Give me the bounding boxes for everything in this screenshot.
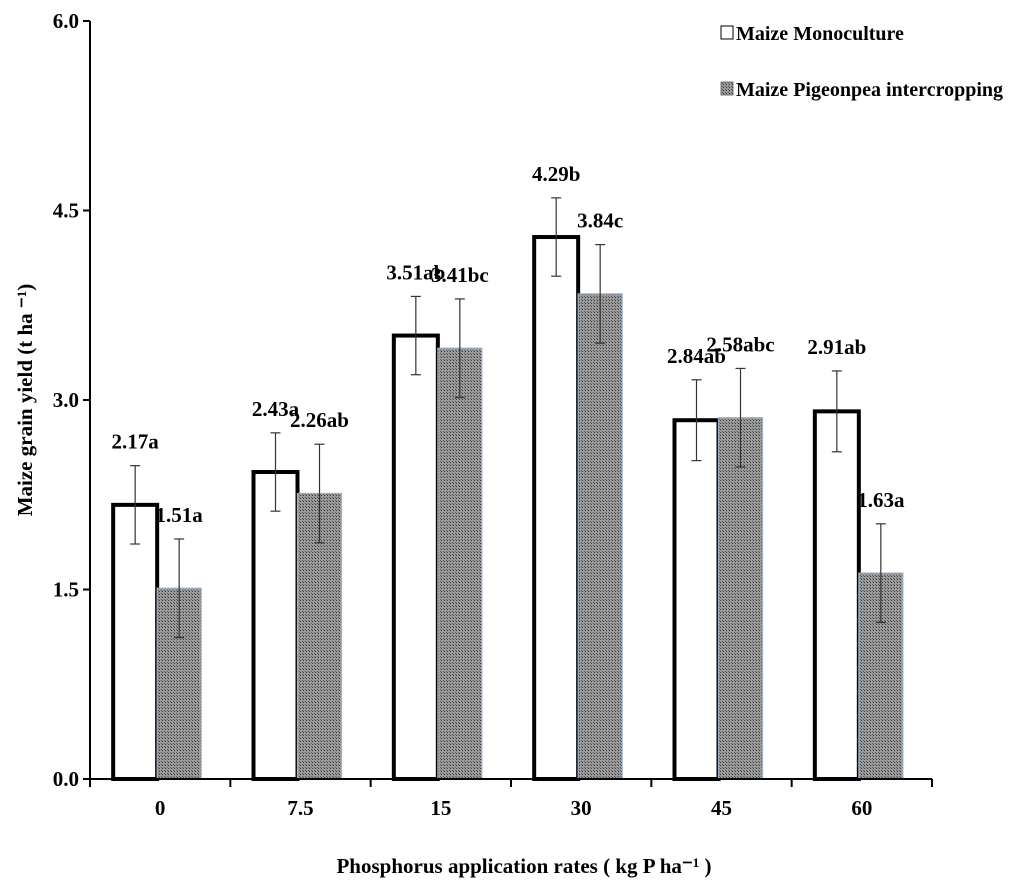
- error-bar: [735, 367, 746, 468]
- error-bar: [831, 370, 842, 453]
- data-label: 3.84c: [577, 209, 623, 233]
- error-bar: [270, 432, 281, 512]
- x-axis-ticks: 0 7.5 15 30 45 60: [89, 779, 933, 820]
- error-bar: [595, 244, 606, 344]
- legend-swatch-intercropping: [720, 81, 734, 96]
- legend: Maize Monoculture Maize Pigeonpea intercr…: [720, 23, 1003, 101]
- bar-intercropping: [437, 347, 483, 780]
- error-bar: [410, 295, 421, 376]
- bar-monoculture: [391, 333, 440, 781]
- bar-monoculture: [532, 235, 581, 781]
- x-tick-label: 30: [571, 796, 592, 820]
- data-label: 4.29b: [532, 162, 580, 186]
- bar-monoculture: [672, 418, 721, 781]
- data-label: 3.41bc: [431, 263, 489, 287]
- plot-area: 2.17a 2.43a 3.51ab 4.29b 2.84ab 2.91ab 1.51a 2.…: [111, 162, 905, 781]
- x-tick-label: 7.5: [287, 796, 313, 820]
- data-label: 3.51ab: [386, 260, 445, 284]
- bar-monoculture: [111, 502, 160, 781]
- y-tick-label: 0.0: [53, 767, 79, 791]
- error-bar: [454, 298, 465, 399]
- data-label: 2.58abc: [706, 332, 774, 356]
- legend-label: Maize Monoculture: [736, 23, 904, 45]
- bar-intercropping: [717, 417, 764, 780]
- error-bar: [551, 197, 562, 277]
- x-tick-label: 15: [430, 796, 451, 820]
- x-tick-label: 45: [711, 796, 732, 820]
- y-axis-ticks: 0.0 1.5 3.0 4.5 6.0: [53, 9, 90, 791]
- bar-monoculture: [812, 409, 861, 781]
- data-label: 2.43a: [252, 397, 300, 421]
- data-label: 2.84ab: [667, 344, 726, 368]
- error-bar: [875, 523, 886, 623]
- error-bar: [174, 538, 185, 639]
- x-axis-title: Phosphorus application rates ( kg P ha⁻¹…: [336, 854, 711, 878]
- y-tick-label: 4.5: [53, 199, 79, 223]
- data-label: 2.26ab: [290, 408, 349, 432]
- error-bar: [130, 465, 141, 545]
- bar-monoculture: [251, 470, 300, 781]
- data-label: 1.51a: [156, 503, 204, 527]
- data-label: 2.91ab: [807, 335, 866, 359]
- data-label: 2.17a: [112, 430, 160, 454]
- y-axis-title: Maize grain yield (t ha ⁻¹): [13, 284, 37, 517]
- x-tick-label: 60: [851, 796, 872, 820]
- x-tick-label: 0: [155, 796, 166, 820]
- legend-label: Maize Pigeonpea intercropping: [736, 79, 1003, 101]
- bar-intercropping: [577, 293, 623, 780]
- y-tick-label: 1.5: [53, 578, 79, 602]
- y-tick-label: 6.0: [53, 9, 79, 33]
- y-tick-label: 3.0: [53, 388, 79, 412]
- data-label: 1.63a: [857, 488, 905, 512]
- legend-swatch-monoculture: [720, 25, 734, 40]
- error-bar: [691, 379, 702, 462]
- error-bar: [314, 443, 325, 544]
